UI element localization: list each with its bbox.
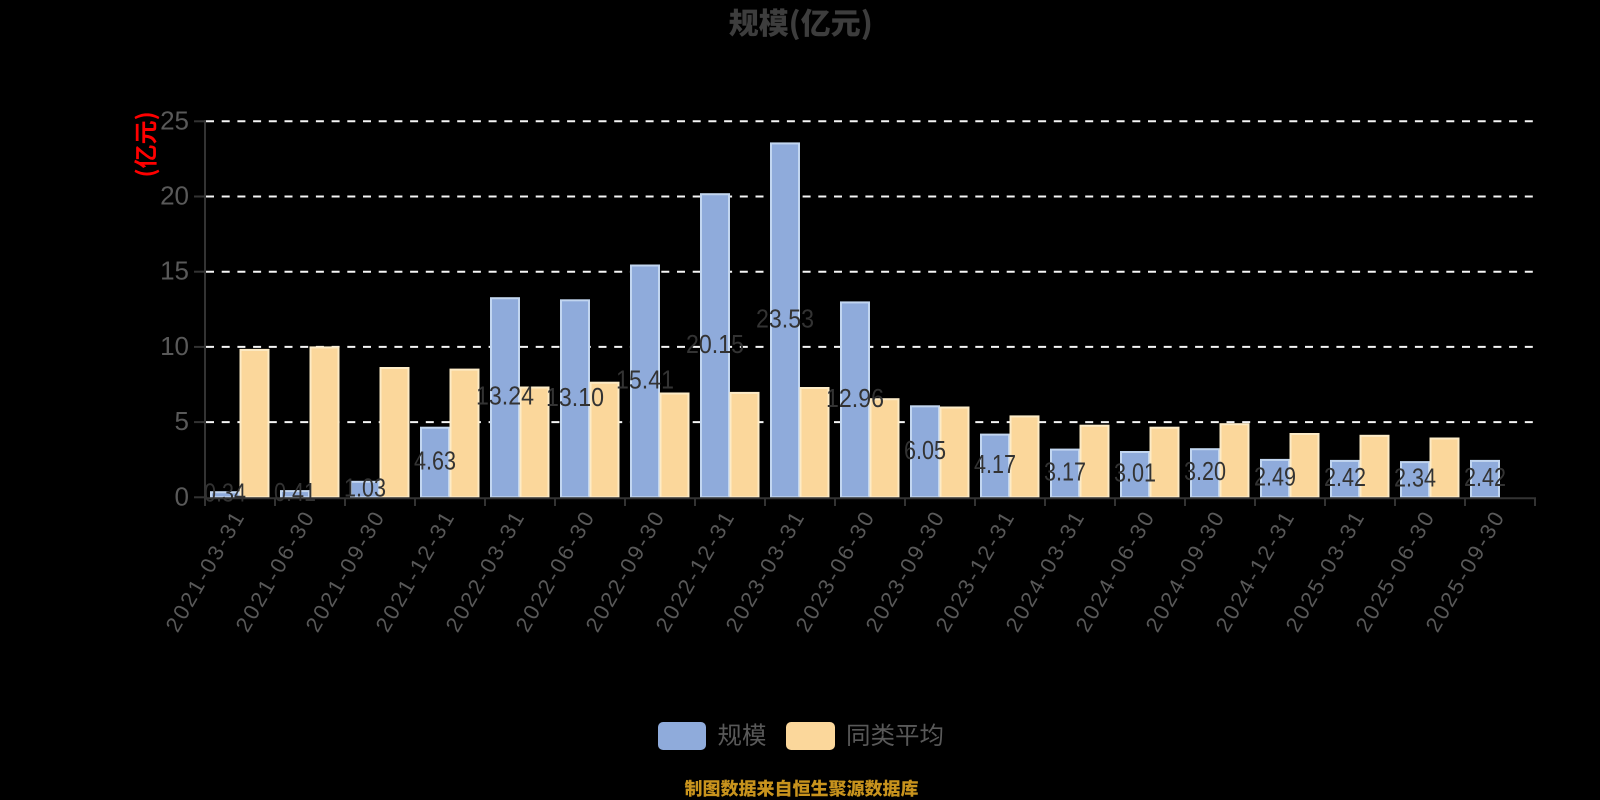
svg-text:13.10: 13.10 [546,382,604,412]
svg-text:12.96: 12.96 [826,383,884,413]
svg-text:2.42: 2.42 [1324,462,1366,492]
svg-text:6.05: 6.05 [904,435,946,465]
svg-text:4.63: 4.63 [414,446,456,476]
svg-text:15.41: 15.41 [616,364,674,394]
svg-text:13.24: 13.24 [476,381,534,411]
svg-text:0.34: 0.34 [204,478,246,508]
svg-text:2.34: 2.34 [1394,463,1436,493]
svg-text:2.49: 2.49 [1254,462,1296,492]
svg-text:20.15: 20.15 [686,329,744,359]
svg-text:20: 20 [160,181,189,211]
svg-text:0.41: 0.41 [274,477,316,507]
svg-text:5: 5 [175,406,189,436]
svg-text:3.17: 3.17 [1044,457,1086,487]
svg-text:4.17: 4.17 [974,449,1016,479]
svg-text:2.42: 2.42 [1464,462,1506,492]
svg-text:23.53: 23.53 [756,303,814,333]
svg-text:15: 15 [160,256,189,286]
svg-text:3.20: 3.20 [1184,456,1226,486]
svg-text:1.03: 1.03 [344,473,386,503]
svg-text:0: 0 [175,481,189,511]
svg-text:25: 25 [160,105,189,135]
svg-text:10: 10 [160,331,189,361]
svg-text:3.01: 3.01 [1114,458,1156,488]
